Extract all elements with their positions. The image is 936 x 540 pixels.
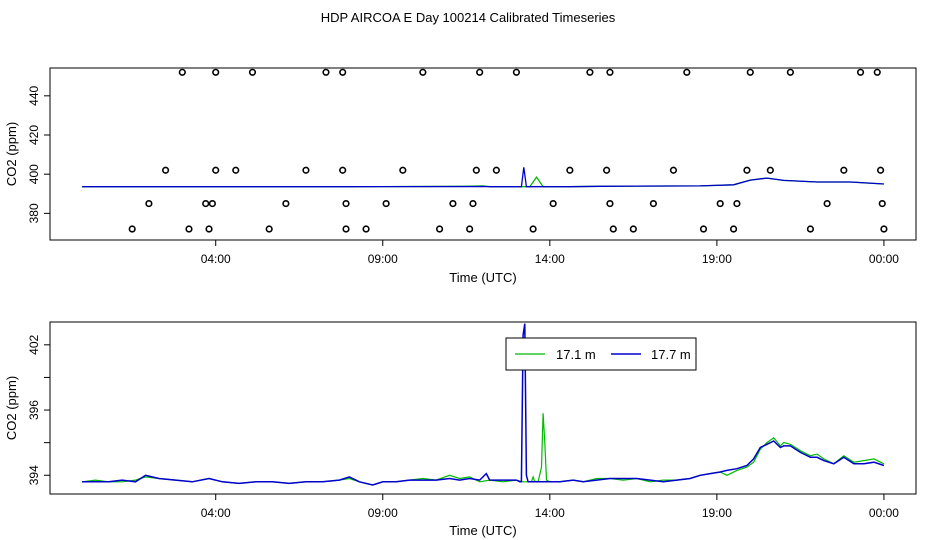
sample-point <box>856 68 865 76</box>
sample-points-layer <box>128 68 888 233</box>
sample-point <box>449 199 457 208</box>
panel2-series-line-17-7-m <box>82 323 885 486</box>
legend: 17.1 m 17.7 m <box>505 337 697 371</box>
sample-point <box>766 166 774 174</box>
sample-point <box>806 225 815 233</box>
panel2-x-tick-label-4: 00:00 <box>869 506 899 520</box>
panel2-y-tick-label-0: 394 <box>27 465 41 485</box>
co2-all-samples-panel: 04:00 09:00 14:00 19:00 00:00 380 400 420 440 T… <box>4 67 917 285</box>
sample-point <box>302 166 310 174</box>
sample-point <box>699 225 708 233</box>
sample-point <box>586 68 594 76</box>
sample-point <box>873 68 881 76</box>
sample-point <box>212 68 220 76</box>
panel1-y-axis: 380 400 420 440 <box>27 85 50 223</box>
sample-point <box>649 199 657 208</box>
sample-point <box>202 199 210 208</box>
sample-point <box>529 225 537 233</box>
sample-point <box>629 225 637 233</box>
sample-point <box>232 166 240 174</box>
panel1-y-tick-label-0: 380 <box>27 203 41 223</box>
panel1-x-tick-label-3: 19:00 <box>702 252 732 266</box>
panel2-x-axis: 04:00 09:00 14:00 19:00 00:00 <box>201 494 899 520</box>
sample-point <box>185 225 193 233</box>
sample-point <box>265 225 273 233</box>
sample-point <box>476 68 484 76</box>
sample-point <box>472 166 480 174</box>
panel1-series-line-17-7-m <box>82 167 884 188</box>
sample-point <box>609 225 617 233</box>
panel1-y-axis-label: CO2 (ppm) <box>4 122 19 186</box>
sample-point <box>512 68 521 76</box>
sample-point <box>603 166 611 174</box>
sample-point <box>208 199 216 208</box>
panel2-x-tick-label-0: 04:00 <box>201 506 231 520</box>
sample-point <box>205 225 213 233</box>
sample-point <box>178 68 186 76</box>
panel1-x-tick-label-4: 00:00 <box>869 252 899 266</box>
panel1-lines-layer <box>82 167 884 188</box>
sample-point <box>566 166 574 174</box>
sample-point <box>435 225 444 233</box>
sample-point <box>492 166 500 174</box>
sample-point <box>212 166 220 174</box>
panel1-x-tick-label-0: 04:00 <box>201 252 231 266</box>
sample-point <box>342 225 350 233</box>
panel2-y-axis: 394 396 402 <box>27 334 50 485</box>
sample-point <box>743 166 751 174</box>
sample-point <box>339 166 347 174</box>
legend-label-17-7m: 17.7 m <box>651 347 691 362</box>
panel1-x-axis-label: Time (UTC) <box>449 270 516 285</box>
sample-point <box>362 225 370 233</box>
sample-point <box>466 225 474 233</box>
sample-point <box>145 199 153 208</box>
panel1-y-tick-label-2: 420 <box>27 125 41 145</box>
sample-point <box>128 225 136 233</box>
panel2-x-tick-label-1: 09:00 <box>368 506 398 520</box>
sample-point <box>469 199 477 208</box>
panel2-x-tick-label-2: 14:00 <box>535 506 565 520</box>
sample-point <box>322 68 330 76</box>
sample-point <box>282 199 290 208</box>
legend-label-17-1m: 17.1 m <box>556 347 596 362</box>
sample-point <box>729 225 738 233</box>
figure-title: HDP AIRCOA E Day 100214 Calibrated Times… <box>321 10 616 25</box>
sample-point <box>549 199 557 208</box>
panel1-y-tick-label-3: 440 <box>27 85 41 105</box>
sample-point <box>399 166 407 174</box>
sample-point <box>248 68 257 76</box>
sample-point <box>342 199 350 208</box>
panel1-x-tick-label-1: 09:00 <box>368 252 398 266</box>
panel1-y-tick-label-1: 400 <box>27 164 41 184</box>
sample-point <box>733 199 741 208</box>
sample-point <box>606 68 614 76</box>
panel1-x-tick-label-2: 14:00 <box>535 252 565 266</box>
panel2-y-tick-label-4: 402 <box>27 334 41 354</box>
sample-point <box>746 68 754 76</box>
sample-point <box>823 199 831 208</box>
sample-point <box>339 68 347 76</box>
sample-point <box>419 68 427 76</box>
co2-tower-levels-panel: 04:00 09:00 14:00 19:00 00:00 394 396 402 Time… <box>4 321 917 538</box>
panel1-frame <box>49 67 917 241</box>
sample-point <box>878 199 886 208</box>
sample-point <box>606 199 614 208</box>
panel2-x-tick-label-3: 19:00 <box>702 506 732 520</box>
sample-point <box>382 199 390 208</box>
sample-point <box>669 166 678 174</box>
panel2-x-axis-label: Time (UTC) <box>449 523 516 538</box>
panel2-lines-layer <box>82 323 885 486</box>
sample-point <box>840 166 848 174</box>
sample-point <box>786 68 794 76</box>
sample-point <box>876 166 885 174</box>
panel2-frame <box>49 321 917 495</box>
panel2-y-axis-label: CO2 (ppm) <box>4 376 19 440</box>
sample-point <box>162 166 170 174</box>
sample-point <box>716 199 724 208</box>
panel1-x-axis: 04:00 09:00 14:00 19:00 00:00 <box>201 240 899 266</box>
sample-point <box>683 68 691 76</box>
panel2-y-tick-label-2: 396 <box>27 400 41 420</box>
sample-point <box>880 225 888 233</box>
